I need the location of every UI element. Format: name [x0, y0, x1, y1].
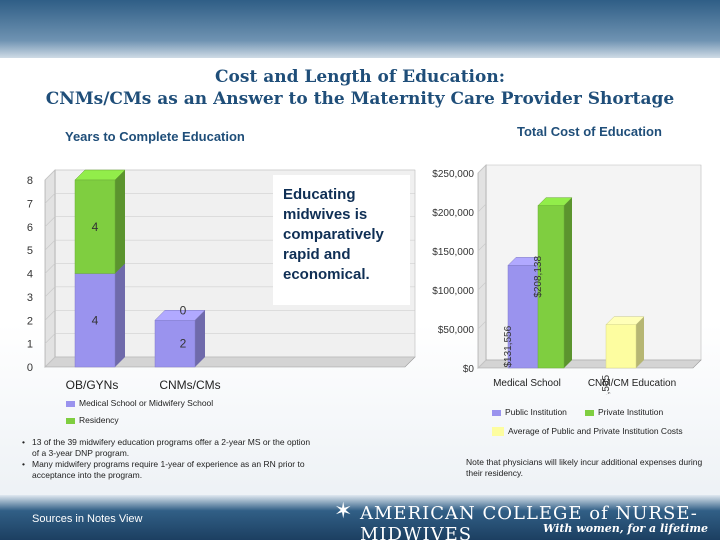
callout-text: Educating midwives is comparatively rapi…: [283, 185, 384, 285]
legend-swatch-purple: [66, 400, 75, 407]
y-tick-label: $150,000: [432, 247, 474, 258]
gridline: [477, 281, 487, 291]
callout-line: Educating: [283, 186, 356, 203]
gridline: [477, 242, 487, 252]
y-tick-label: $50,000: [438, 325, 475, 336]
side-wall: [477, 164, 487, 369]
gridline: [44, 356, 56, 368]
legend-item-private: Private Institution: [585, 407, 663, 418]
gridline: [44, 310, 56, 321]
gridline: [44, 333, 56, 344]
gridline: [477, 203, 487, 213]
data-label: 4: [92, 220, 99, 234]
y-tick-label: 7: [27, 198, 33, 210]
callout-line: rapid and: [283, 246, 351, 263]
bar-private-side: [564, 197, 572, 368]
gridline: [44, 239, 56, 251]
bar-school-side: [115, 263, 125, 367]
gridline: [44, 169, 56, 181]
legend-swatch-green: [585, 409, 594, 416]
legend-label: Medical School or Midwifery School: [79, 398, 214, 408]
legend-swatch-green: [66, 417, 75, 424]
y-tick-label: 5: [27, 245, 33, 257]
x-tick-label: CNMs/CMs: [159, 378, 220, 392]
x-tick-label: OB/GYNs: [66, 378, 119, 392]
title-band: [0, 0, 720, 58]
cost-chart: $0 $50,000 $100,000 $150,000 $200,000 $250,00…: [432, 164, 702, 395]
y-tick-label: 8: [27, 175, 33, 187]
data-label: 0: [180, 303, 187, 317]
legend-item-medical: Medical School or Midwifery School: [66, 398, 213, 409]
y-tick-label: $200,000: [432, 208, 474, 219]
acnm-logo-icon: ✶: [334, 498, 353, 523]
y-tick-label: $100,000: [432, 286, 474, 297]
slide-title: Cost and Length of Education: CNMs/CMs a…: [0, 66, 720, 110]
bar-residency: [74, 179, 116, 274]
callout-line: comparatively: [283, 226, 384, 243]
x-tick-label: CNM/CM Education: [588, 378, 676, 389]
legend-label: Residency: [79, 415, 119, 425]
gridline: [477, 359, 487, 369]
bar-private: [537, 205, 565, 369]
bar-average: [605, 324, 637, 369]
legend-swatch-yellow: [492, 427, 504, 437]
bar-school: [154, 320, 196, 368]
gridline: [44, 216, 56, 227]
physician-note: Note that physicians will likely incur a…: [466, 457, 703, 478]
bar-average-side: [636, 316, 644, 368]
data-label: 2: [180, 337, 187, 351]
legend-label: Private Institution: [598, 407, 664, 417]
bullet-dot: •: [22, 437, 25, 447]
y-tick-label: 3: [27, 292, 33, 304]
data-label: $55,505: [601, 374, 612, 395]
title-line-1: Cost and Length of Education:: [215, 67, 505, 87]
gridline: [44, 193, 56, 204]
y-tick-label: $0: [463, 364, 475, 375]
legend-swatch-purple: [492, 409, 501, 416]
gridline: [44, 286, 56, 298]
callout-line: midwives is: [283, 206, 368, 223]
bar-school: [74, 273, 116, 368]
y-tick-label: 2: [27, 315, 33, 327]
legend-label: Public Institution: [505, 407, 567, 417]
callout-line: economical.: [283, 266, 370, 283]
y-tick-label: $250,000: [432, 169, 474, 180]
bar-residency-side: [115, 170, 125, 274]
data-label: $131,556: [503, 325, 514, 367]
callout-box: [273, 175, 410, 305]
bullet-item: • 13 of the 39 midwifery education progra…: [22, 437, 312, 459]
cost-chart-title: Total Cost of Education: [517, 124, 662, 139]
bar-school-side: [195, 310, 205, 367]
legend-item-average: Average of Public and Private Institutio…: [492, 426, 683, 437]
y-tick-label: 1: [27, 339, 33, 351]
gridline: [44, 263, 56, 274]
data-label: 4: [92, 313, 99, 327]
legend-label: Average of Public and Private Institutio…: [508, 426, 683, 436]
y-tick-label: 0: [27, 362, 33, 374]
bullet-item: • Many midwifery programs require 1-year …: [22, 459, 312, 481]
years-chart: 0 1 2 3 4 5 6 7 8 OB/GYNs CNMs/CMs 4 4 2 0: [27, 169, 416, 392]
bar-public: [507, 265, 539, 369]
x-tick-label: Medical School: [493, 378, 561, 389]
footer-band: [0, 495, 720, 540]
gridline: [477, 164, 487, 174]
title-line-2: CNMs/CMs as an Answer to the Maternity C…: [45, 89, 675, 109]
years-chart-title: Years to Complete Education: [65, 129, 245, 144]
sources-link[interactable]: Sources in Notes View: [32, 513, 143, 525]
data-label: $208,138: [533, 256, 544, 298]
bullet-text: Many midwifery programs require 1-year o…: [32, 459, 305, 480]
y-tick-label: 4: [27, 269, 33, 281]
y-tick-label: 6: [27, 222, 33, 234]
bullet-list: • 13 of the 39 midwifery education progra…: [22, 437, 312, 481]
bullet-text: 13 of the 39 midwifery education program…: [32, 437, 311, 458]
bullet-dot: •: [22, 459, 25, 469]
gridline: [477, 320, 487, 330]
acnm-tagline: With women, for a lifetime: [543, 522, 708, 535]
legend-item-public: Public Institution: [492, 407, 567, 418]
legend-item-residency: Residency: [66, 415, 119, 426]
